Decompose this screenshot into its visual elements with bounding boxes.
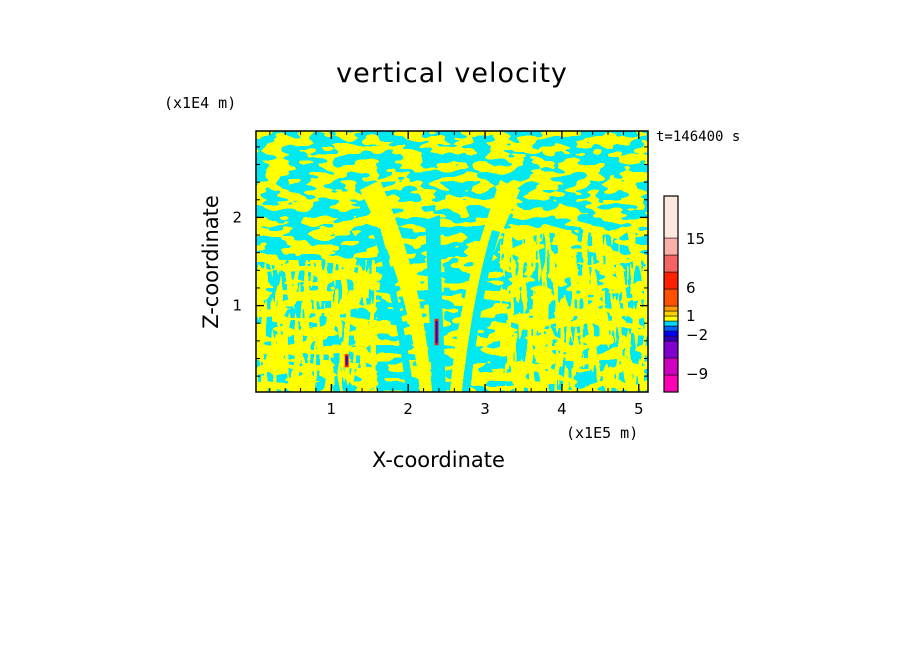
x-axis-label: X-coordinate	[372, 448, 505, 472]
chart-title: vertical velocity	[336, 58, 568, 89]
x-axis-ticks: 1 2 3 4 5	[269, 131, 644, 418]
updraft-core-1-inner	[345, 356, 348, 366]
colorbar-label: −9	[686, 365, 708, 383]
colorbar-level	[663, 195, 679, 239]
colorbar	[663, 195, 679, 393]
x-axis-unit: (x1E5 m)	[566, 424, 639, 442]
colorbar-label: 15	[686, 230, 705, 248]
y-tick-label: 2	[232, 208, 242, 226]
x-tick-label: 5	[634, 400, 644, 418]
colorbar-frame	[663, 195, 679, 393]
field-plume-inner-left	[372, 228, 414, 392]
field-plume-left-arm	[360, 180, 432, 392]
field-plume-right-arm	[450, 180, 520, 392]
field-plume-inner-right	[462, 230, 500, 392]
colorbar-level	[663, 237, 679, 256]
colorbar-level	[663, 374, 679, 393]
colorbar-label: −2	[686, 326, 708, 344]
x-tick-label: 4	[557, 400, 567, 418]
plot-frame	[255, 130, 649, 393]
x-tick-label: 1	[327, 400, 337, 418]
colorbar-level	[663, 310, 679, 317]
colorbar-level	[663, 254, 679, 273]
colorbar-level	[663, 325, 679, 332]
field-plume-center	[425, 215, 446, 392]
colorbar-level	[663, 340, 679, 359]
field-streaks-right	[500, 230, 648, 392]
x-tick-label: 3	[480, 400, 490, 418]
colorbar-level	[663, 271, 679, 290]
colorbar-level	[663, 357, 679, 376]
vertical-velocity-field	[256, 131, 648, 392]
colorbar-label: 1	[686, 307, 696, 325]
y-axis-ticks: 12	[232, 146, 648, 377]
colorbar-level	[663, 335, 679, 342]
colorbar-label: 6	[686, 279, 696, 297]
updraft-core-2-inner	[435, 320, 438, 344]
colorbar-level	[663, 320, 679, 327]
colorbar-labels: 15 6 1−2 −9	[686, 230, 708, 383]
colorbar-level	[663, 315, 679, 322]
y-tick-label: 1	[232, 297, 242, 315]
colorbar-level	[663, 305, 679, 312]
x-tick-label: 2	[403, 400, 413, 418]
y-axis-unit: (x1E4 m)	[164, 94, 237, 112]
colorbar-level	[663, 330, 679, 337]
colorbar-level	[663, 288, 679, 307]
field-streaks-left	[256, 260, 376, 392]
velocity-features	[344, 318, 439, 368]
time-label: t=146400 s	[656, 129, 741, 145]
